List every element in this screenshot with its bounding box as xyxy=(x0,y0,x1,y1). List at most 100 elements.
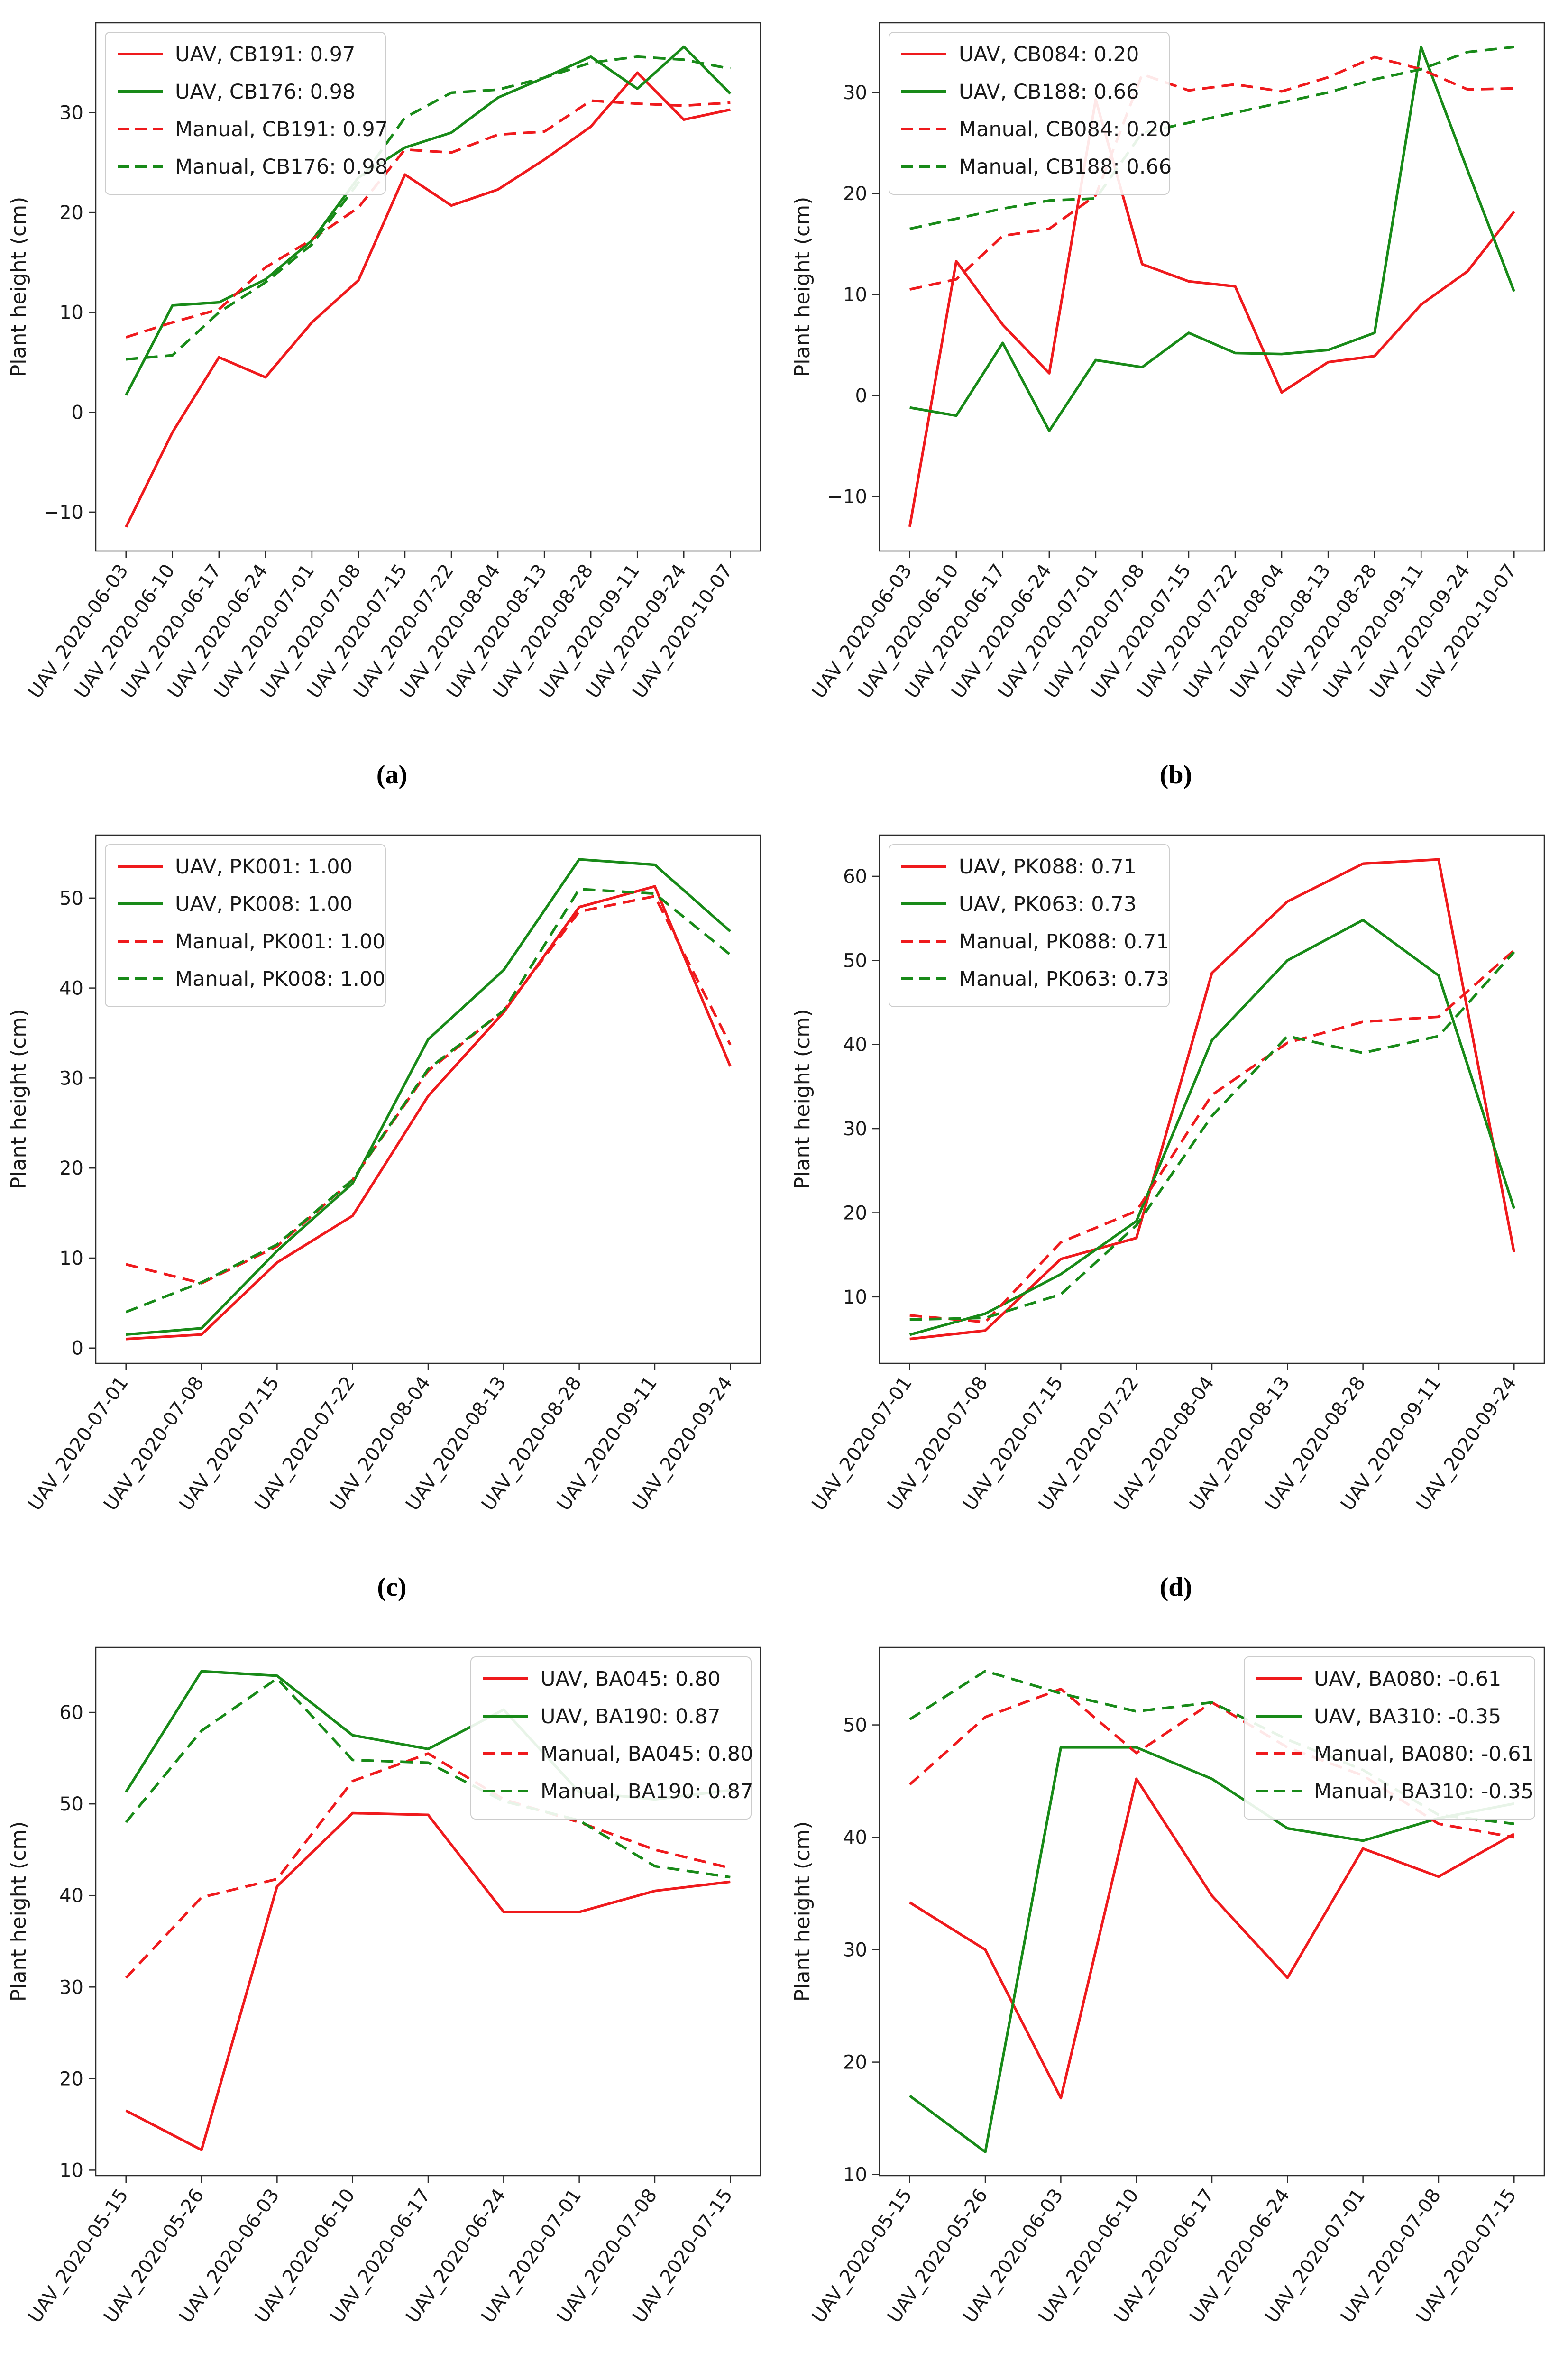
y-tick-label: 40 xyxy=(843,1827,867,1849)
series-line-manual-ba190-0-87 xyxy=(125,1677,731,1879)
subplot-a-caption: (a) xyxy=(376,760,408,790)
legend: UAV, BA045: 0.80 UAV, BA190: 0.87 Manual, … xyxy=(470,1656,753,1820)
subplot-b-caption: (b) xyxy=(1159,760,1192,790)
legend-box xyxy=(889,844,1170,1007)
series-line-manual-pk063-0-73 xyxy=(909,951,1515,1321)
legend: UAV, PK001: 1.00 UAV, PK008: 1.00 Manual, … xyxy=(104,844,386,1007)
series-line-uav-cb188-0-66 xyxy=(909,46,1515,432)
plot-frame xyxy=(879,22,1545,552)
y-tick-label: 20 xyxy=(843,2052,867,2074)
y-tick-label: 0 xyxy=(855,385,867,407)
y-tick-label: 0 xyxy=(71,402,83,423)
y-axis-label: Plant height (cm) xyxy=(7,197,31,377)
legend-label: UAV, BA190: 0.87 xyxy=(541,1705,721,1728)
series-line-uav-cb084-0-20 xyxy=(908,98,1515,527)
y-tick-label: 30 xyxy=(59,1067,83,1089)
y-tick-label: 50 xyxy=(843,1715,867,1737)
y-axis-label: Plant height (cm) xyxy=(790,197,815,377)
y-tick-label: 50 xyxy=(59,1793,83,1815)
subplot-b: −10 0 10 20 30 UAV_2020-06-03 UAV_2020-06-10 UA… xyxy=(784,0,1568,812)
legend-label: UAV, BA310: -0.35 xyxy=(1314,1705,1501,1728)
legend-box xyxy=(470,1656,752,1820)
series-line-manual-pk008-1-00 xyxy=(125,888,731,1314)
legend-box xyxy=(104,32,386,195)
chart-f-canvas: 1020304050UAV_2020-05-15UAV_2020-05-26UA… xyxy=(790,1646,1545,2327)
y-tick-label: 20 xyxy=(59,2068,83,2090)
series-line-uav-ba080-0-61 xyxy=(909,1777,1515,2100)
series-line-uav-pk063-0-73 xyxy=(909,919,1515,1336)
legend-label: Manual, BA190: 0.87 xyxy=(541,1780,753,1803)
legend-label: Manual, PK001: 1.00 xyxy=(175,930,385,954)
y-tick-label: 10 xyxy=(843,1287,867,1308)
y-tick-label: 30 xyxy=(843,1939,867,1961)
legend-box xyxy=(889,32,1170,195)
series-line-uav-cb191-0-97 xyxy=(124,71,731,528)
legend: UAV, BA080: -0.61 UAV, BA310: -0.35 Manual… xyxy=(1244,1656,1535,1820)
chart-b-canvas: −100102030UAV_2020-06-03UAV_2020-06-10UA… xyxy=(790,22,1545,702)
y-tick-label: 10 xyxy=(59,2160,83,2181)
legend-label: UAV, PK001: 1.00 xyxy=(175,855,353,879)
y-axis-label: Plant height (cm) xyxy=(790,1009,815,1189)
y-tick-label: 10 xyxy=(843,2164,867,2186)
legend-label: Manual, BA310: -0.35 xyxy=(1314,1780,1534,1803)
y-tick-label: 20 xyxy=(59,1158,83,1179)
series-line-manual-pk088-0-71 xyxy=(909,949,1515,1323)
y-tick-label: 10 xyxy=(59,1248,83,1269)
legend-label: Manual, CB191: 0.97 xyxy=(175,118,388,141)
chart-e-canvas: 102030405060UAV_2020-05-15UAV_2020-05-26… xyxy=(7,1646,761,2327)
legend-label: Manual, CB084: 0.20 xyxy=(959,118,1172,141)
legend-label: Manual, PK088: 0.71 xyxy=(959,930,1169,954)
y-tick-label: 40 xyxy=(843,1034,867,1056)
legend-label: Manual, BA080: -0.61 xyxy=(1314,1742,1534,1766)
series-line-uav-cb176-0-98 xyxy=(124,45,731,396)
legend: UAV, CB191: 0.97 UAV, CB176: 0.98 Manual, … xyxy=(104,32,388,195)
y-tick-label: −10 xyxy=(43,502,83,524)
y-tick-label: −10 xyxy=(827,486,867,508)
y-tick-label: 30 xyxy=(59,102,83,124)
y-tick-label: 20 xyxy=(843,183,867,205)
series-line-uav-ba310-0-35 xyxy=(909,1746,1514,2153)
y-tick-label: 30 xyxy=(843,1118,867,1140)
legend-label: UAV, CB188: 0.66 xyxy=(959,80,1139,104)
legend-label: UAV, PK063: 0.73 xyxy=(959,892,1137,916)
y-tick-label: 50 xyxy=(843,950,867,972)
legend-label: UAV, PK088: 0.71 xyxy=(959,855,1137,879)
y-tick-label: 60 xyxy=(843,866,867,888)
subplot-e: 10 20 30 40 50 60 UAV_2020-05-15 UAV_2020-05-26… xyxy=(0,1625,784,2371)
legend-label: UAV, BA045: 0.80 xyxy=(541,1667,721,1691)
legend-label: Manual, CB188: 0.66 xyxy=(959,155,1172,179)
legend-box xyxy=(104,844,386,1007)
chart-d-canvas: 102030405060UAV_2020-07-01UAV_2020-07-08… xyxy=(790,834,1545,1515)
chart-a-canvas: −100102030UAV_2020-06-03UAV_2020-06-10UA… xyxy=(7,22,761,702)
y-tick-label: 10 xyxy=(59,302,83,324)
subplot-f: 10 20 30 40 50 UAV_2020-05-15 UAV_2020-05-26 UA… xyxy=(784,1625,1568,2371)
y-tick-label: 30 xyxy=(59,1976,83,1998)
subplot-d: 10 20 30 40 50 60 UAV_2020-07-01 UAV_2020-07-08… xyxy=(784,812,1568,1625)
y-tick-label: 20 xyxy=(843,1202,867,1224)
legend-label: UAV, CB191: 0.97 xyxy=(175,43,355,66)
legend-label: UAV, CB176: 0.98 xyxy=(175,80,355,104)
subplot-a: −10 0 10 20 30 UAV_2020-06-03 UAV_2020-06-10 UA… xyxy=(0,0,784,812)
legend: UAV, CB084: 0.20 UAV, CB188: 0.66 Manual, … xyxy=(889,32,1172,195)
chart-c-canvas: 01020304050UAV_2020-07-01UAV_2020-07-08U… xyxy=(7,834,761,1515)
legend-label: Manual, PK063: 0.73 xyxy=(959,967,1169,991)
legend-box xyxy=(1244,1656,1535,1820)
y-tick-label: 30 xyxy=(843,82,867,104)
series-line-uav-pk008-1-00 xyxy=(125,858,731,1336)
series-line-manual-ba045-0-80 xyxy=(125,1752,731,1979)
series-line-manual-cb084-0-20 xyxy=(909,55,1514,291)
y-axis-label: Plant height (cm) xyxy=(7,1821,31,2002)
series-line-manual-cb191-0-97 xyxy=(125,99,730,339)
series-line-manual-cb176-0-98 xyxy=(125,55,731,361)
legend-label: Manual, BA045: 0.80 xyxy=(541,1742,753,1766)
subplot-c: 0 10 20 30 40 50 UAV_2020-07-01 UAV_2020-07-08 U… xyxy=(0,812,784,1625)
series-line-manual-cb188-0-66 xyxy=(909,46,1514,230)
y-tick-label: 10 xyxy=(843,284,867,306)
y-tick-label: 60 xyxy=(59,1702,83,1724)
legend-label: UAV, BA080: -0.61 xyxy=(1314,1667,1501,1691)
y-tick-label: 40 xyxy=(59,1885,83,1907)
y-tick-label: 40 xyxy=(59,978,83,1000)
series-line-uav-ba045-0-80 xyxy=(125,1811,731,2151)
series-line-uav-pk088-0-71 xyxy=(909,858,1516,1341)
